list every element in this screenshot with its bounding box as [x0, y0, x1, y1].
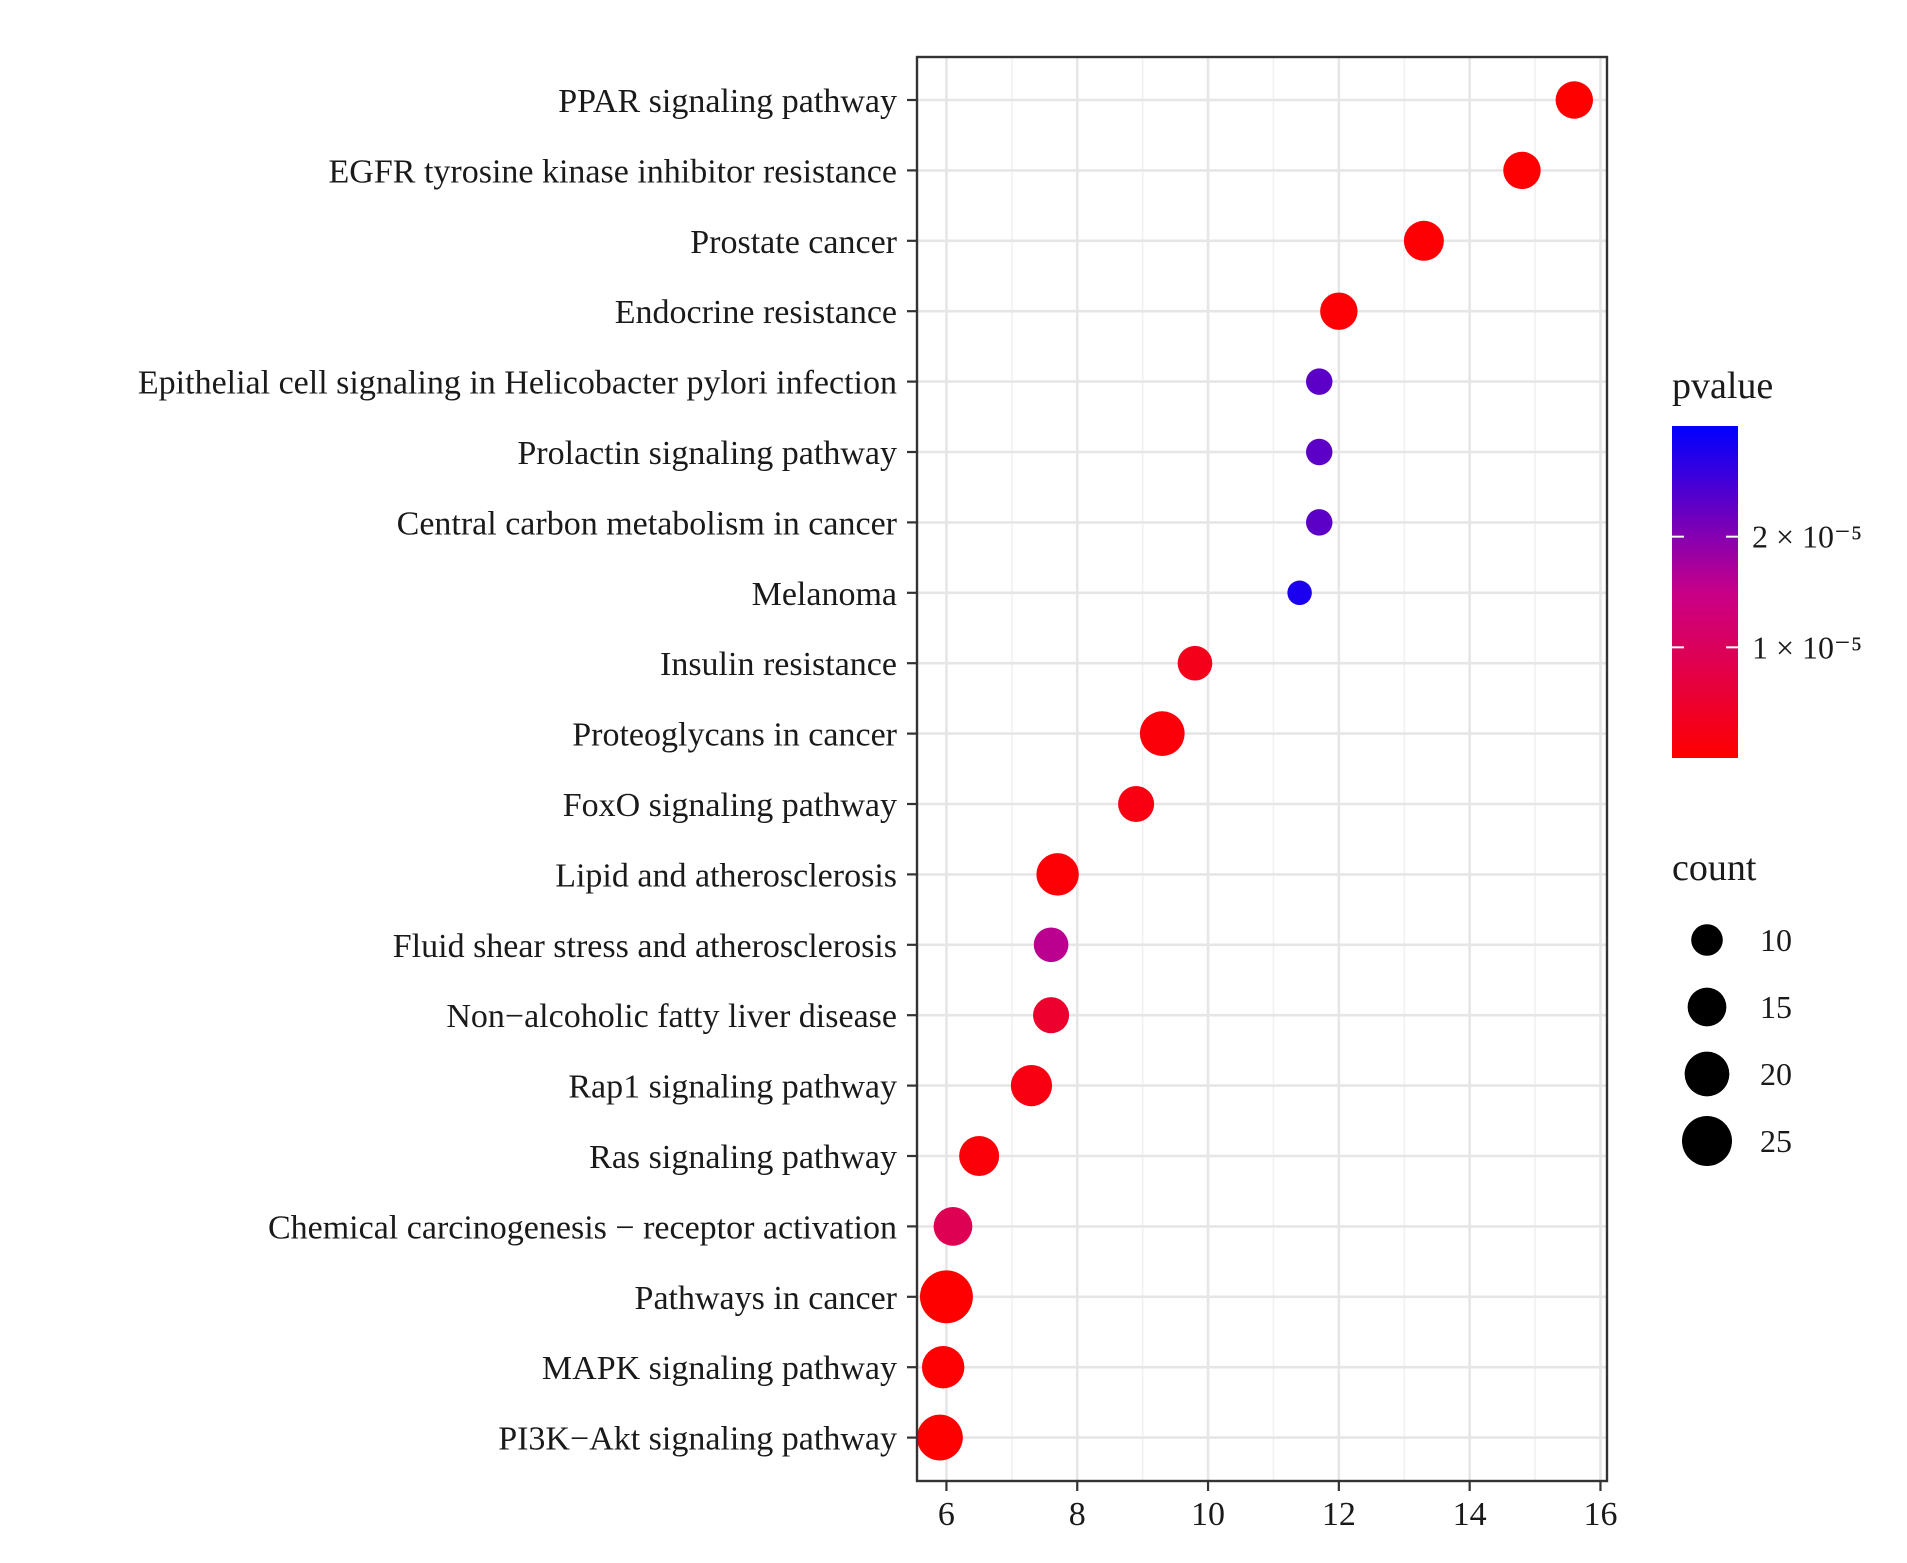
y-tick-label: PPAR signaling pathway: [558, 83, 897, 120]
x-tick-label: 8: [1069, 1496, 1086, 1533]
y-tick-label: Insulin resistance: [660, 646, 897, 683]
y-tick-label: Melanoma: [752, 576, 897, 613]
y-tick-label: MAPK signaling pathway: [542, 1350, 897, 1387]
data-point: [1177, 645, 1213, 681]
size-legend-title: count: [1672, 847, 1757, 889]
size-key-label: 20: [1760, 1056, 1792, 1092]
y-tick-label: Central carbon metabolism in cancer: [397, 505, 898, 542]
y-tick-label: Proteoglycans in cancer: [572, 717, 897, 754]
data-point: [921, 1345, 965, 1389]
y-tick-label: FoxO signaling pathway: [563, 787, 897, 824]
data-point: [916, 1414, 963, 1461]
x-tick-label: 14: [1453, 1496, 1487, 1533]
grid-lines: [917, 57, 1607, 1481]
y-tick-label: Ras signaling pathway: [589, 1139, 897, 1176]
data-point: [959, 1136, 1000, 1176]
size-key-label: 15: [1760, 989, 1792, 1025]
data-point: [1033, 997, 1070, 1034]
data-point: [1036, 853, 1079, 896]
data-point: [1555, 81, 1594, 119]
data-point: [1503, 151, 1541, 190]
color-tick-label: 1 × 10⁻⁵: [1752, 629, 1862, 665]
data-points: [916, 81, 1594, 1461]
y-tick-label: Endocrine resistance: [615, 294, 897, 331]
data-point: [1118, 785, 1155, 823]
data-point: [933, 1207, 973, 1246]
size-key-label: 25: [1760, 1123, 1792, 1159]
data-point: [1305, 438, 1333, 466]
data-point: [1033, 927, 1069, 963]
data-point: [1305, 509, 1333, 536]
y-tick-label: PI3K−Akt signaling pathway: [498, 1421, 897, 1458]
y-tick-label: EGFR tyrosine kinase inhibitor resistanc…: [329, 153, 897, 190]
size-key-label: 10: [1760, 922, 1792, 958]
color-legend: pvalue 1 × 10⁻⁵ 2 × 10⁻⁵: [1672, 365, 1862, 758]
data-point: [1305, 368, 1333, 395]
x-tick-label: 16: [1583, 1496, 1617, 1533]
y-tick-label: Fluid shear stress and atherosclerosis: [393, 928, 897, 965]
x-tick-label: 6: [938, 1496, 955, 1533]
color-bar: [1672, 426, 1738, 758]
y-tick-label: Lipid and atherosclerosis: [555, 857, 897, 894]
y-tick-label: Epithelial cell signaling in Helicobacte…: [138, 365, 897, 402]
y-tick-label: Prolactin signaling pathway: [517, 435, 897, 472]
size-key-dot: [1687, 987, 1727, 1027]
y-tick-label: Prostate cancer: [690, 224, 897, 261]
data-point: [1139, 711, 1185, 756]
color-tick-label: 2 × 10⁻⁵: [1752, 519, 1862, 555]
panel-border: [915, 55, 1609, 1483]
x-axis: 6 8 10 12 14 16: [938, 1481, 1617, 1533]
y-tick-label: Pathways in cancer: [635, 1280, 898, 1317]
data-point: [1010, 1064, 1053, 1107]
color-legend-title: pvalue: [1672, 365, 1773, 407]
data-point: [1287, 580, 1312, 606]
size-key-dot: [1682, 1116, 1732, 1166]
data-point: [1403, 220, 1444, 261]
data-point: [919, 1270, 973, 1324]
y-tick-label: Rap1 signaling pathway: [568, 1069, 897, 1106]
x-tick-label: 10: [1191, 1496, 1225, 1533]
data-point: [1320, 292, 1358, 330]
size-legend: count 10 15 20 25: [1672, 847, 1792, 1166]
y-tick-label: Non−alcoholic fatty liver disease: [446, 998, 897, 1035]
y-tick-label: Chemical carcinogenesis − receptor activ…: [268, 1209, 897, 1246]
y-axis: PPAR signaling pathway EGFR tyrosine kina…: [138, 83, 917, 1458]
size-key-dot: [1684, 1051, 1730, 1097]
size-key-dot: [1691, 924, 1723, 956]
x-tick-label: 12: [1322, 1496, 1356, 1533]
